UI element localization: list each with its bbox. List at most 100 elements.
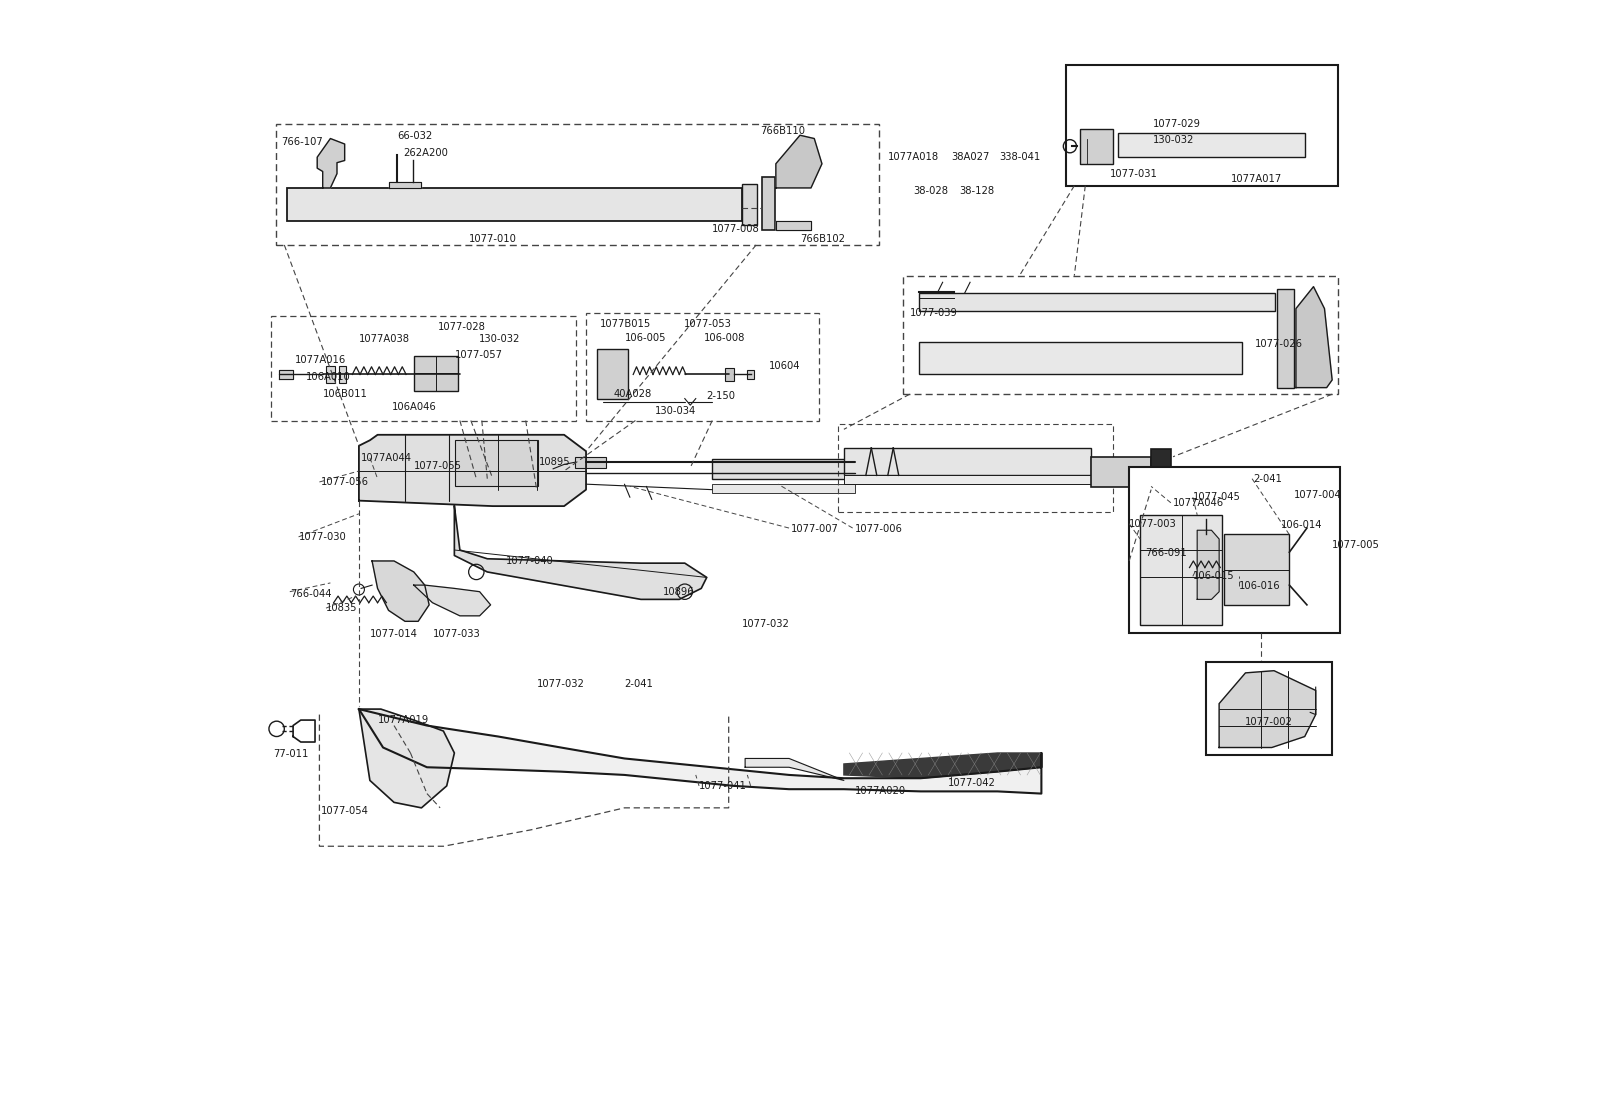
Polygon shape [1296,287,1333,387]
Text: 1077-045: 1077-045 [1194,493,1240,503]
Text: 106-016: 106-016 [1238,581,1280,591]
Text: 1077-039: 1077-039 [910,308,957,318]
Bar [456,440,538,486]
Text: 10835: 10835 [326,603,357,613]
Text: 766B110: 766B110 [760,125,805,136]
Bar [1206,662,1333,756]
Bar [597,349,627,398]
Text: 77-011: 77-011 [274,749,309,759]
Text: 1077-054: 1077-054 [320,806,368,816]
Text: 1077A018: 1077A018 [888,152,939,162]
Text: 1077-014: 1077-014 [370,629,418,639]
Text: 106B011: 106B011 [323,389,368,399]
Polygon shape [414,585,491,616]
Text: 1077-032: 1077-032 [536,679,584,689]
Text: 1077A016: 1077A016 [296,355,347,365]
Text: 10896: 10896 [662,586,694,596]
Bar [843,475,1091,484]
Bar [326,365,334,383]
Text: 1077-053: 1077-053 [683,319,731,329]
Text: 1077A020: 1077A020 [854,786,906,796]
Text: 38-128: 38-128 [958,186,994,196]
Bar [762,177,774,230]
Text: 1077-040: 1077-040 [506,556,554,566]
Bar [1080,129,1112,164]
Text: 1077-026: 1077-026 [1256,339,1304,349]
Text: 130-032: 130-032 [478,334,520,344]
Text: 106-014: 106-014 [1280,520,1322,530]
Bar [1091,456,1150,487]
Text: 1077-007: 1077-007 [792,525,838,535]
Polygon shape [358,710,454,807]
Text: 1077-003: 1077-003 [1130,519,1178,529]
Bar [1277,289,1294,387]
Polygon shape [358,434,586,506]
Bar [843,448,1091,475]
Bar [275,124,878,245]
Text: 38-028: 38-028 [914,186,949,196]
Bar [574,456,606,468]
Text: 106A010: 106A010 [306,372,350,382]
Text: 1077-031: 1077-031 [1109,168,1157,178]
Text: 1077-008: 1077-008 [712,223,760,233]
Bar [586,314,819,420]
Text: 1077-033: 1077-033 [432,629,480,639]
Text: 1077-041: 1077-041 [699,781,747,791]
Polygon shape [1197,530,1219,600]
Bar [725,367,734,381]
Bar [1118,133,1304,157]
Text: 1077A038: 1077A038 [358,334,410,344]
Text: 1077-057: 1077-057 [454,350,502,360]
Text: 262A200: 262A200 [403,147,448,157]
Text: 1077-010: 1077-010 [469,234,517,244]
Bar [270,317,576,420]
Bar [1066,65,1338,186]
Text: 2-041: 2-041 [624,679,653,689]
Bar [902,276,1338,394]
Text: 1077-056: 1077-056 [320,477,368,487]
Text: 10604: 10604 [770,361,800,371]
Polygon shape [746,759,843,780]
Polygon shape [776,135,822,188]
Polygon shape [317,139,344,188]
Text: 38A027: 38A027 [952,152,990,162]
Bar [918,341,1242,374]
Bar [918,294,1275,311]
Text: 2-150: 2-150 [707,392,736,402]
Text: 1077B015: 1077B015 [600,319,651,329]
Text: 2-041: 2-041 [1253,474,1282,484]
Bar [286,188,742,221]
Text: 1077A044: 1077A044 [362,453,413,463]
Text: 1077-055: 1077-055 [414,461,462,471]
Text: 766B102: 766B102 [800,234,845,244]
Bar [747,370,754,378]
Bar [1150,449,1171,495]
Text: 1077A046: 1077A046 [1173,498,1224,508]
Text: 766-044: 766-044 [290,588,331,598]
Text: 1077-042: 1077-042 [949,778,995,788]
Bar [339,365,346,383]
Text: 1077A019: 1077A019 [378,715,429,725]
Polygon shape [1219,671,1315,748]
Text: 1077-029: 1077-029 [1154,119,1202,130]
Polygon shape [278,370,293,378]
Text: 106A046: 106A046 [392,403,437,412]
Text: 1077A017: 1077A017 [1232,174,1283,184]
Text: 766-107: 766-107 [282,136,323,146]
Polygon shape [389,183,421,188]
Bar [838,424,1112,512]
Text: 766-091: 766-091 [1146,548,1187,559]
Text: 66-032: 66-032 [397,131,432,141]
Bar [742,184,757,226]
Text: 10895: 10895 [539,458,571,468]
Polygon shape [358,710,1042,793]
Polygon shape [776,221,811,230]
Text: 40A028: 40A028 [613,389,651,399]
Bar [712,459,992,478]
Bar [414,355,458,390]
Text: 1077-005: 1077-005 [1333,539,1381,550]
Text: 106-015: 106-015 [1194,571,1235,581]
Text: 106-005: 106-005 [624,333,666,343]
Text: 1077-004: 1077-004 [1294,491,1341,501]
Bar [1224,534,1290,605]
